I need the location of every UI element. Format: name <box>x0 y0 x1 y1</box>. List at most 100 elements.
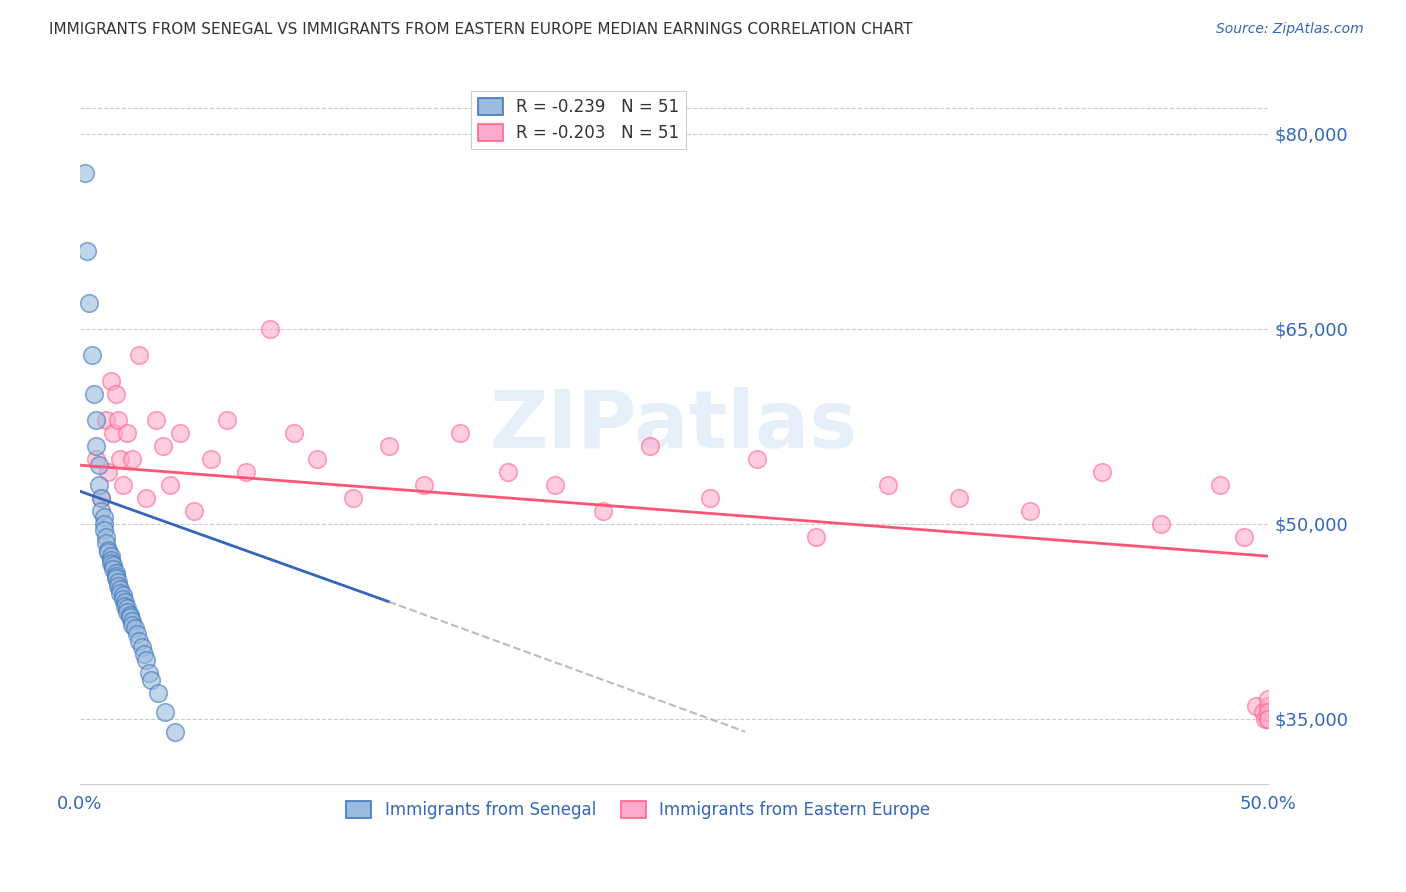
Point <box>125 627 148 641</box>
Point <box>117 605 139 619</box>
Point <box>73 165 96 179</box>
Point <box>159 477 181 491</box>
Point <box>101 558 124 573</box>
Point <box>128 633 150 648</box>
Point <box>745 451 768 466</box>
Point <box>107 412 129 426</box>
Point <box>1209 477 1232 491</box>
Point <box>104 571 127 585</box>
Point <box>155 705 177 719</box>
Point <box>100 553 122 567</box>
Point <box>117 425 139 440</box>
Point <box>413 477 436 491</box>
Point <box>496 465 519 479</box>
Point <box>93 516 115 531</box>
Point <box>86 439 108 453</box>
Point <box>876 477 898 491</box>
Point <box>135 491 157 505</box>
Point <box>121 618 143 632</box>
Point <box>132 647 155 661</box>
Point <box>377 439 399 453</box>
Legend: Immigrants from Senegal, Immigrants from Eastern Europe: Immigrants from Senegal, Immigrants from… <box>339 794 936 825</box>
Point <box>1257 705 1279 719</box>
Point <box>1254 712 1277 726</box>
Point <box>107 579 129 593</box>
Text: ZIPatlas: ZIPatlas <box>489 387 858 465</box>
Point <box>138 666 160 681</box>
Point <box>87 477 110 491</box>
Point <box>110 582 132 596</box>
Point <box>806 530 828 544</box>
Point <box>135 653 157 667</box>
Point <box>307 451 329 466</box>
Point <box>544 477 567 491</box>
Point <box>114 599 136 613</box>
Point <box>235 465 257 479</box>
Point <box>948 491 970 505</box>
Point <box>104 386 127 401</box>
Point <box>97 465 120 479</box>
Point <box>124 621 146 635</box>
Point <box>342 491 364 505</box>
Point <box>1233 530 1256 544</box>
Point <box>104 568 127 582</box>
Point <box>131 640 153 655</box>
Point <box>110 451 132 466</box>
Point <box>1257 712 1279 726</box>
Point <box>259 321 281 335</box>
Point <box>93 523 115 537</box>
Point <box>93 510 115 524</box>
Point <box>1090 465 1112 479</box>
Point <box>111 477 134 491</box>
Point <box>94 536 117 550</box>
Point <box>101 562 124 576</box>
Point <box>1019 503 1042 517</box>
Point <box>107 575 129 590</box>
Point <box>592 503 614 517</box>
Point <box>145 412 167 426</box>
Point <box>111 588 134 602</box>
Point <box>114 595 136 609</box>
Point <box>79 295 101 310</box>
Point <box>86 451 108 466</box>
Point <box>169 425 191 440</box>
Point <box>152 439 174 453</box>
Point <box>83 386 105 401</box>
Point <box>94 412 117 426</box>
Point <box>1251 705 1274 719</box>
Point <box>80 348 103 362</box>
Point <box>183 503 205 517</box>
Point <box>87 458 110 472</box>
Point <box>117 601 139 615</box>
Point <box>163 724 186 739</box>
Point <box>76 244 98 258</box>
Point <box>121 614 143 628</box>
Point <box>1244 698 1267 713</box>
Point <box>86 412 108 426</box>
Point <box>1257 712 1279 726</box>
Point <box>101 425 124 440</box>
Point <box>121 451 143 466</box>
Point <box>217 412 239 426</box>
Point <box>200 451 222 466</box>
Point <box>118 610 141 624</box>
Point <box>111 592 134 607</box>
Text: IMMIGRANTS FROM SENEGAL VS IMMIGRANTS FROM EASTERN EUROPE MEDIAN EARNINGS CORREL: IMMIGRANTS FROM SENEGAL VS IMMIGRANTS FR… <box>49 22 912 37</box>
Point <box>100 556 122 570</box>
Point <box>100 374 122 388</box>
Point <box>283 425 305 440</box>
Point <box>90 491 112 505</box>
Point <box>100 549 122 564</box>
Point <box>110 585 132 599</box>
Point <box>148 686 170 700</box>
Point <box>1257 692 1279 706</box>
Point <box>141 673 163 687</box>
Point <box>97 545 120 559</box>
Point <box>90 503 112 517</box>
Point <box>638 439 661 453</box>
Point <box>449 425 471 440</box>
Point <box>104 566 127 580</box>
Point <box>128 348 150 362</box>
Point <box>1257 698 1279 713</box>
Point <box>97 542 120 557</box>
